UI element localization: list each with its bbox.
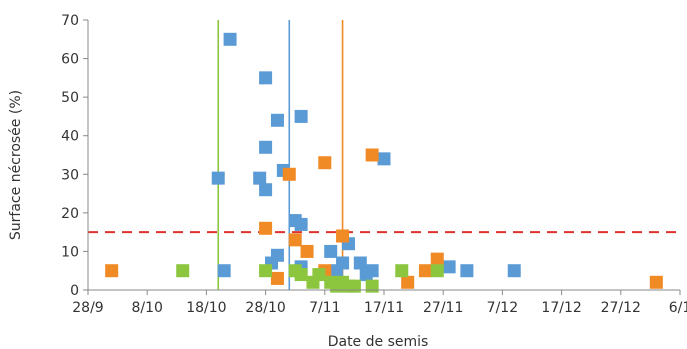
x-tick-label: 7/11 <box>309 300 340 316</box>
data-point-series-1 <box>324 244 338 258</box>
data-point-series-2 <box>365 148 379 162</box>
data-point-series-2 <box>336 229 350 243</box>
data-point-series-1 <box>259 183 273 197</box>
data-point-series-2 <box>318 156 332 170</box>
data-point-series-2 <box>418 264 432 278</box>
y-tick-label: 30 <box>61 167 79 183</box>
data-point-series-1 <box>460 264 474 278</box>
data-point-series-3 <box>365 279 379 293</box>
data-point-series-2 <box>105 264 119 278</box>
data-point-series-1 <box>270 113 284 127</box>
data-point-series-1 <box>270 248 284 262</box>
x-tick-label: 18/10 <box>186 300 226 316</box>
x-tick-label: 6/1 <box>669 300 687 316</box>
x-tick-label: 28/10 <box>245 300 285 316</box>
data-point-series-1 <box>294 217 308 231</box>
data-point-series-2 <box>300 244 314 258</box>
y-tick-label: 20 <box>61 206 79 222</box>
data-point-series-1 <box>223 32 237 46</box>
data-point-series-3 <box>430 264 444 278</box>
y-tick-label: 40 <box>61 129 79 145</box>
data-point-series-1 <box>253 171 267 185</box>
data-point-series-1 <box>365 264 379 278</box>
data-point-series-2 <box>282 167 296 181</box>
data-point-series-1 <box>217 264 231 278</box>
data-point-series-3 <box>347 279 361 293</box>
data-point-series-2 <box>401 275 415 289</box>
data-point-series-3 <box>312 268 326 282</box>
x-axis-title: Date de semis <box>328 334 429 349</box>
data-point-series-3 <box>259 264 273 278</box>
data-point-series-2 <box>270 271 284 285</box>
data-point-series-3 <box>294 268 308 282</box>
y-axis-title: Surface nécrosée (%) <box>8 90 24 240</box>
x-tick-label: 7/12 <box>487 300 518 316</box>
y-tick-label: 60 <box>61 52 79 68</box>
x-tick-label: 27/12 <box>601 300 641 316</box>
data-point-series-1 <box>336 256 350 270</box>
data-point-series-1 <box>353 256 367 270</box>
x-tick-label: 28/9 <box>72 300 103 316</box>
data-point-series-3 <box>176 264 190 278</box>
x-tick-label: 17/12 <box>541 300 581 316</box>
data-point-series-2 <box>430 252 444 266</box>
y-tick-label: 70 <box>61 13 79 29</box>
data-point-series-1 <box>377 152 391 166</box>
x-tick-label: 17/11 <box>364 300 404 316</box>
y-tick-label: 10 <box>61 244 79 260</box>
data-point-series-2 <box>288 233 302 247</box>
x-tick-label: 27/11 <box>423 300 463 316</box>
data-point-series-1 <box>507 264 521 278</box>
data-point-series-2 <box>649 275 663 289</box>
y-tick-label: 50 <box>61 90 79 106</box>
x-tick-label: 8/10 <box>131 300 162 316</box>
data-point-series-1 <box>211 171 225 185</box>
data-point-series-3 <box>395 264 409 278</box>
y-tick-label: 0 <box>70 283 79 299</box>
data-point-series-1 <box>259 140 273 154</box>
data-point-series-1 <box>294 109 308 123</box>
data-point-series-1 <box>442 260 456 274</box>
data-point-series-1 <box>259 71 273 85</box>
data-point-series-2 <box>259 221 273 235</box>
